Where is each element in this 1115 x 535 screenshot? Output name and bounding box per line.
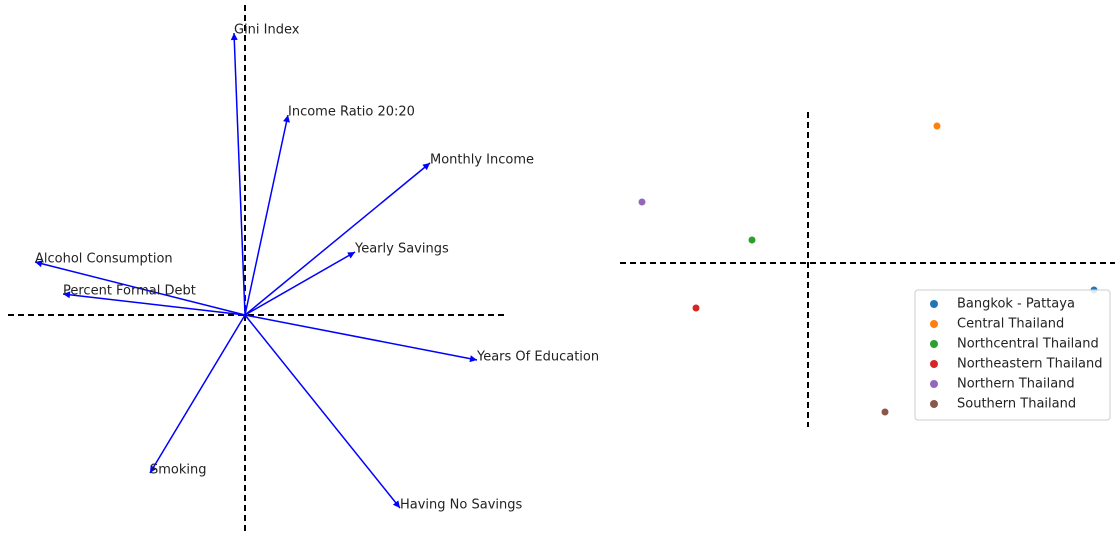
vector-label: Gini Index <box>234 23 300 38</box>
legend-label: Central Thailand <box>957 317 1064 332</box>
arrow-shaft <box>233 32 246 316</box>
legend-label: Southern Thailand <box>957 397 1076 412</box>
arrow-head <box>347 252 355 259</box>
vector-label: Monthly Income <box>430 153 534 168</box>
arrow-head <box>150 465 157 473</box>
arrow-shaft <box>244 314 401 509</box>
arrow-head <box>230 33 238 41</box>
point <box>748 236 756 244</box>
vector-label: Years Of Education <box>476 350 599 365</box>
arrow-head <box>469 355 477 363</box>
point <box>933 122 941 130</box>
legend-label: Northern Thailand <box>957 377 1075 392</box>
arrow-shaft <box>244 114 289 316</box>
legend-marker <box>930 400 938 408</box>
legend-marker <box>930 300 938 308</box>
arrow-shaft <box>62 293 246 316</box>
arrow-shaft <box>149 314 246 474</box>
legend-label: Northeastern Thailand <box>957 357 1103 372</box>
vector-label: Smoking <box>150 463 207 478</box>
vector-label: Alcohol Consumption <box>35 252 173 267</box>
vector-label: Percent Formal Debt <box>63 284 196 299</box>
arrow-shaft <box>244 162 431 316</box>
legend-box <box>914 289 1111 421</box>
point <box>692 304 700 312</box>
legend-marker <box>930 320 938 328</box>
legend-marker <box>930 360 938 368</box>
point <box>638 198 646 206</box>
arrow-head <box>63 291 71 299</box>
vector-label: Yearly Savings <box>354 242 449 257</box>
arrow-head <box>392 500 400 508</box>
arrow-shaft <box>244 251 356 316</box>
arrow-shaft <box>244 314 478 361</box>
legend-label: Bangkok - Pattaya <box>957 297 1075 312</box>
vector-label: Having No Savings <box>400 498 522 513</box>
arrow-head <box>422 163 430 171</box>
arrow-shaft <box>34 261 246 316</box>
arrow-head <box>35 260 43 268</box>
legend-label: Northcentral Thailand <box>957 337 1099 352</box>
arrow-head <box>283 115 290 123</box>
vector-label: Income Ratio 20:20 <box>288 105 415 120</box>
legend-marker <box>930 340 938 348</box>
point <box>881 408 889 416</box>
legend-marker <box>930 380 938 388</box>
